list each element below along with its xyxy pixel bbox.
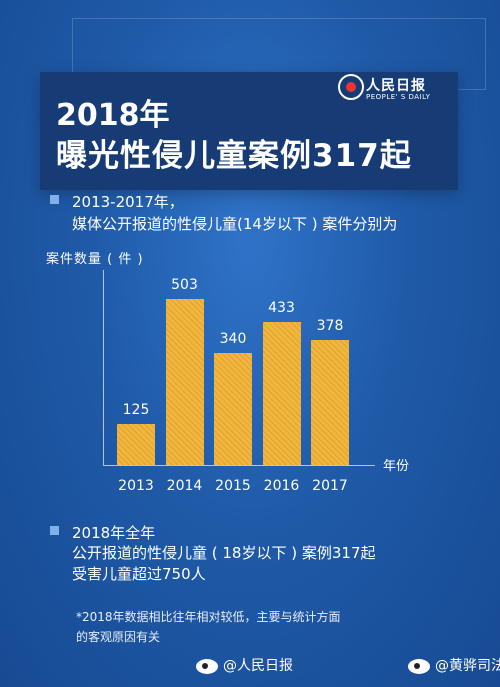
bar-value-label-2016: 433 — [268, 299, 295, 316]
footer-right-text: @黄骅司法 — [435, 658, 500, 674]
x-tick-label-2015: 2015 — [215, 478, 251, 494]
footnote-line2: 的客观原因有关 — [76, 630, 161, 644]
page-title-line2: 曝光性侵儿童案例317起 — [56, 138, 412, 174]
section2-line3: 受害儿童超过750人 — [72, 565, 206, 583]
bar-2017 — [311, 340, 349, 465]
chart-y-axis — [103, 270, 104, 465]
footer-source-right: @黄骅司法 — [408, 655, 500, 675]
chart-y-axis-label: 案件数量 ( 件 ) — [46, 252, 144, 267]
x-tick-label-2016: 2016 — [263, 478, 300, 494]
people-daily-logo-icon — [338, 74, 364, 100]
section2-line1: 2018年全年 — [72, 524, 156, 542]
footer-left-text: @人民日报 — [223, 658, 293, 674]
x-tick-label-2014: 2014 — [166, 478, 203, 494]
header-box: 人民日报 PEOPLE' S DAILY 2018年 曝光性侵儿童案例317起 — [40, 72, 458, 190]
bar-2016 — [262, 321, 301, 465]
bar-value-label-2017: 378 — [316, 318, 344, 335]
footer-source-left: @人民日报 — [196, 655, 293, 675]
weibo-icon — [196, 658, 218, 674]
page-title-line1: 2018年 — [56, 98, 170, 133]
section1-line1: 2013-2017年， — [72, 193, 184, 211]
bullet-square-icon — [50, 526, 59, 535]
bar-2013 — [117, 423, 155, 465]
footnote-line1: *2018年数据相比往年相对较低，主要与统计方面 — [76, 610, 341, 624]
x-tick-label-2017: 2017 — [312, 478, 348, 494]
people-daily-logo: 人民日报 PEOPLE' S DAILY — [338, 74, 448, 106]
bar-2015 — [214, 352, 252, 465]
section1-line2: 媒体公开报道的性侵儿童(14岁以下 ) 案件分别为 — [72, 215, 398, 233]
chart-x-axis — [103, 465, 375, 466]
logo-subtitle: PEOPLE' S DAILY — [366, 93, 431, 101]
bar-2014 — [165, 298, 204, 465]
logo-name: 人民日报 — [366, 78, 426, 94]
chart-x-axis-label: 年份 — [383, 459, 410, 474]
bar-value-label-2015: 340 — [219, 330, 247, 347]
bar-value-label-2014: 503 — [171, 276, 198, 293]
section2-line2: 公开报道的性侵儿童 ( 18岁以下 ) 案例317起 — [72, 544, 376, 562]
weibo-icon — [408, 658, 430, 674]
bar-value-label-2013: 125 — [122, 401, 150, 418]
bullet-square-icon — [50, 195, 59, 204]
x-tick-label-2013: 2013 — [118, 478, 154, 494]
